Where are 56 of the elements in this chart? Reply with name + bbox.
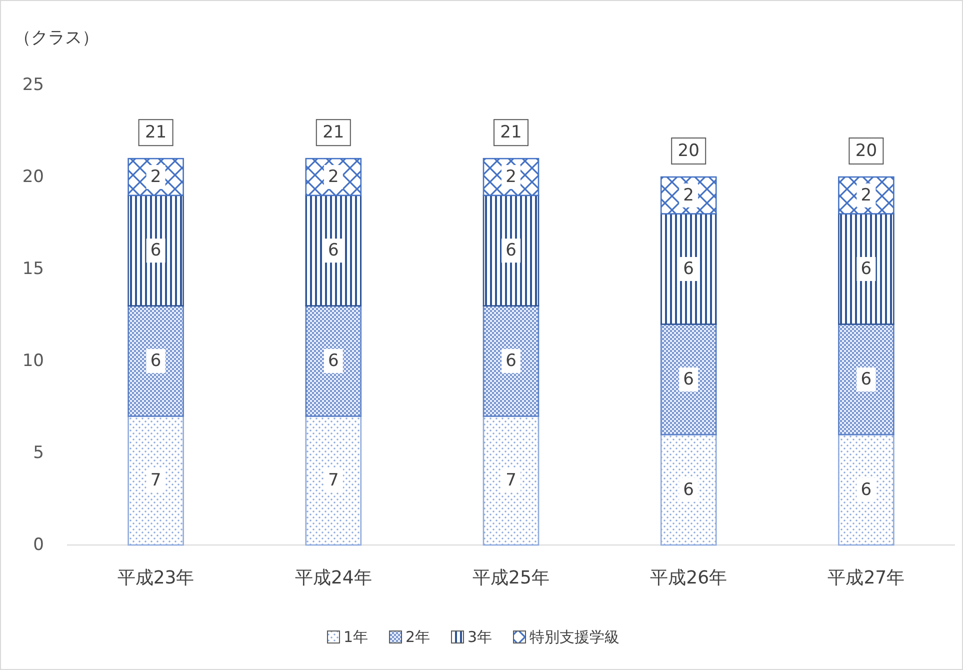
data-label: 7 (506, 470, 516, 491)
bar (128, 305, 184, 417)
bar (305, 194, 362, 306)
data-label: 6 (683, 369, 694, 390)
data-label: 6 (506, 240, 516, 261)
x-tick-label: 平成24年 (294, 568, 372, 588)
data-label: 6 (683, 259, 694, 279)
x-tick-label: 平成25年 (472, 568, 550, 588)
data-label: 6 (328, 351, 339, 371)
data-label: 6 (683, 480, 694, 500)
bar (660, 434, 717, 546)
x-tick-label: 平成27年 (828, 568, 905, 588)
x-tick-label: 平成26年 (650, 568, 728, 588)
data-label: 7 (328, 470, 339, 491)
y-tick-label: 15 (22, 259, 44, 279)
data-label: 2 (328, 167, 339, 187)
bar (482, 416, 540, 546)
y-tick-label: 5 (33, 443, 44, 463)
bar (838, 434, 894, 546)
total-label: 20 (678, 141, 700, 161)
x-tick-label: 平成23年 (117, 568, 194, 588)
bar (305, 416, 362, 546)
data-label: 2 (860, 185, 872, 206)
data-label: 7 (150, 470, 162, 491)
legend-label: 3年 (468, 628, 492, 646)
total-label: 20 (855, 141, 878, 161)
bar (660, 213, 717, 325)
legend-label: 1年 (344, 628, 368, 646)
y-tick-label: 10 (22, 351, 44, 371)
bar (305, 305, 362, 417)
y-tick-label: 25 (22, 75, 44, 95)
data-label: 6 (860, 259, 872, 279)
legend-label: 2年 (406, 628, 430, 646)
data-label: 6 (150, 351, 162, 371)
total-label: 21 (500, 122, 522, 143)
total-label: 21 (322, 122, 344, 143)
data-label: 6 (328, 240, 339, 261)
total-label: 21 (144, 122, 167, 143)
data-label: 2 (506, 167, 516, 187)
legend-label: 特別支援学級 (530, 628, 620, 646)
data-label: 2 (150, 167, 162, 187)
bar (128, 194, 184, 306)
data-label: 6 (150, 240, 162, 261)
bar (482, 194, 540, 306)
bar (838, 324, 894, 436)
data-label: 6 (860, 480, 872, 500)
bar (838, 213, 894, 325)
bar (482, 305, 540, 417)
bar (660, 324, 717, 436)
data-label: 6 (860, 369, 872, 390)
y-tick-label: 20 (22, 167, 44, 187)
data-label: 6 (506, 351, 516, 371)
y-tick-label: 0 (33, 535, 44, 555)
y-axis-title: （クラス） (14, 28, 99, 48)
data-label: 2 (683, 185, 694, 206)
bar (128, 416, 184, 546)
